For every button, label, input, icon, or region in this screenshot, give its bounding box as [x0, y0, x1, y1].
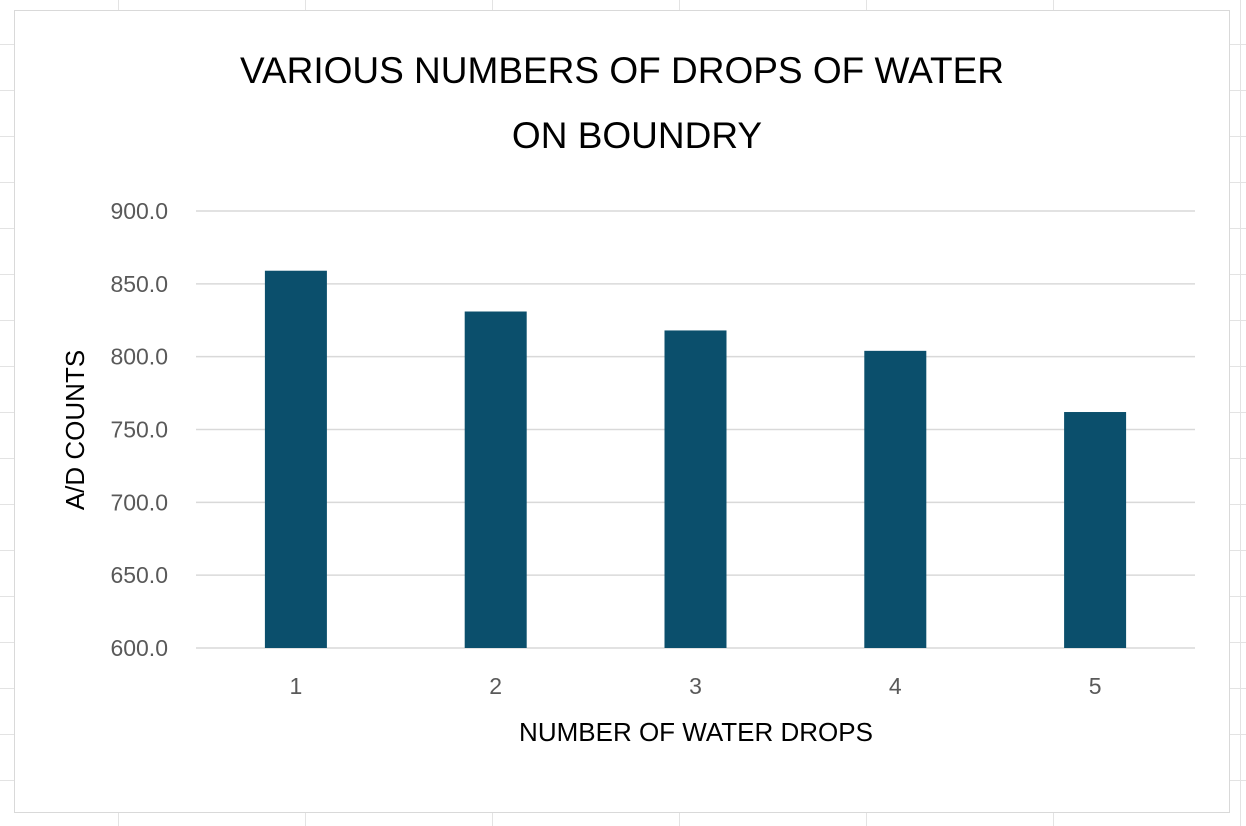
- y-tick-label: 700.0: [110, 489, 168, 515]
- chart-title-line-1: VARIOUS NUMBERS OF DROPS OF WATER: [240, 50, 1004, 91]
- bar-3: [664, 330, 727, 648]
- x-tick-label: 5: [1089, 673, 1102, 699]
- x-axis-title: NUMBER OF WATER DROPS: [519, 717, 873, 747]
- bar-2: [464, 311, 527, 648]
- chart-title: VARIOUS NUMBERS OF DROPS OF WATER ON BOU…: [240, 50, 1004, 156]
- y-tick-label: 800.0: [110, 344, 168, 370]
- y-axis-title: A/D COUNTS: [60, 350, 90, 510]
- chart-area[interactable]: [14, 10, 1230, 813]
- x-tick-label: 4: [889, 673, 902, 699]
- bar-5: [1064, 412, 1127, 648]
- bar-1: [264, 270, 327, 648]
- y-tick-label: 750.0: [110, 417, 168, 443]
- x-tick-label: 2: [489, 673, 502, 699]
- chart-title-line-2: ON BOUNDRY: [512, 115, 762, 156]
- y-tick-label: 850.0: [110, 271, 168, 297]
- y-tick-label: 650.0: [110, 562, 168, 588]
- y-tick-label: 600.0: [110, 635, 168, 661]
- y-axis-tick-labels: 600.0 650.0 700.0 750.0 800.0 850.0 900.0: [110, 198, 168, 661]
- x-tick-label: 1: [290, 673, 303, 699]
- bar-4: [864, 350, 927, 648]
- bars: [264, 270, 1127, 648]
- x-tick-label: 3: [689, 673, 702, 699]
- y-tick-label: 900.0: [110, 198, 168, 224]
- x-axis-tick-labels: 1 2 3 4 5: [290, 673, 1102, 699]
